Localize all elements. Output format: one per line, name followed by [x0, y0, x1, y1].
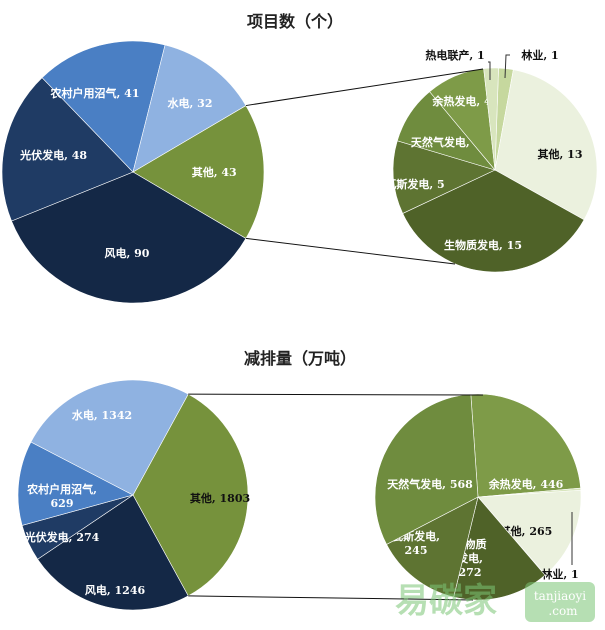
svg-text:易碳家: 易碳家 — [395, 581, 497, 621]
secondary-pie-projects-slice — [402, 169, 585, 273]
leader-line — [504, 54, 510, 79]
secondary-pie-projects-data-label: 天然气发电, 4 — [411, 135, 482, 149]
secondary-pie-emission-slice — [477, 489, 582, 576]
chart-title-projects: 项目数（个） — [247, 12, 343, 31]
main-pie-projects-data-label: 水电, 32 — [168, 96, 213, 110]
secondary-pie-emission-slice — [374, 393, 479, 545]
main-pie-emission-slice — [17, 441, 134, 526]
main-pie-emission-slice — [37, 494, 189, 611]
main-pie-projects-slice — [132, 44, 247, 173]
connector-line — [245, 68, 484, 107]
main-pie-emission-data-label: 其他, 1803 — [190, 491, 250, 505]
watermark-logo: 易碳家 tanjiaoyi .com — [395, 581, 595, 622]
secondary-pie-projects-data-label: 瓦斯发电, 5 — [385, 177, 444, 191]
secondary-pie-projects-data-label: 余热发电, 4 — [431, 94, 492, 108]
secondary-pie-emission-slice — [386, 496, 479, 598]
secondary-pie-emission-slice — [453, 496, 546, 601]
main-pie-projects-slice — [1, 77, 134, 222]
main-pie-emission-data-label: 风电, 1246 — [85, 583, 146, 597]
secondary-pie-emission-slice — [470, 393, 581, 498]
main-pie-projects-data-label: 农村户用沼气, 41 — [50, 86, 140, 100]
secondary-pie-projects-slice — [483, 67, 499, 171]
main-pie-projects-data-label: 光伏发电, 48 — [19, 148, 87, 162]
secondary-pie-projects-data-label: 生物质发电, 15 — [444, 238, 522, 252]
secondary-pie-emission-data-label: 余热发电, 446 — [488, 477, 564, 491]
main-pie-emission-data-label: 农村户用沼气, 629 — [26, 482, 97, 510]
connector-line — [245, 237, 456, 265]
main-pie-projects-slice — [132, 105, 265, 239]
svg-text:.com: .com — [548, 604, 578, 618]
main-pie-projects-slice — [11, 171, 247, 304]
chart-title-emission-reduction: 减排量（万吨） — [244, 349, 356, 368]
secondary-pie-emission-data-label: 其他, 265 — [500, 524, 553, 538]
main-pie-projects-slice — [41, 40, 166, 173]
secondary-pie-projects-slice — [392, 140, 496, 214]
main-pie-emission-data-label: 水电, 1342 — [72, 408, 132, 422]
secondary-pie-emission-data-label: 天然气发电, 568 — [387, 477, 473, 491]
main-pie-projects-data-label: 其他, 43 — [192, 165, 237, 179]
secondary-pie-emission-data-label: 林业, 1 — [541, 567, 578, 581]
main-pie-emission-slice — [30, 379, 189, 496]
main-pie-emission-slice — [132, 393, 249, 597]
secondary-pie-projects-data-label: 林业, 1 — [521, 48, 558, 62]
pie-group-projects: 其他, 43 风电, 90 光伏发电, 48 农村户用沼气, 41 水电, 32 林业, … — [1, 40, 598, 304]
secondary-pie-projects-data-label: 热电联产, 1 — [425, 48, 484, 62]
connector-line — [188, 595, 474, 601]
leader-line — [488, 61, 491, 80]
connector-line — [188, 393, 484, 396]
secondary-pie-projects-slice — [494, 69, 598, 221]
pie-group-emission-reduction: 其他, 1803 风电, 1246 光伏发电, 274 农村户用沼气, 629 水电, 1… — [17, 379, 582, 611]
secondary-pie-projects-data-label: 其他, 13 — [538, 147, 583, 161]
main-pie-projects-data-label: 风电, 90 — [104, 246, 149, 260]
main-pie-emission-data-label: 光伏发电, 274 — [24, 530, 100, 544]
svg-text:tanjiaoyi: tanjiaoyi — [534, 589, 586, 603]
